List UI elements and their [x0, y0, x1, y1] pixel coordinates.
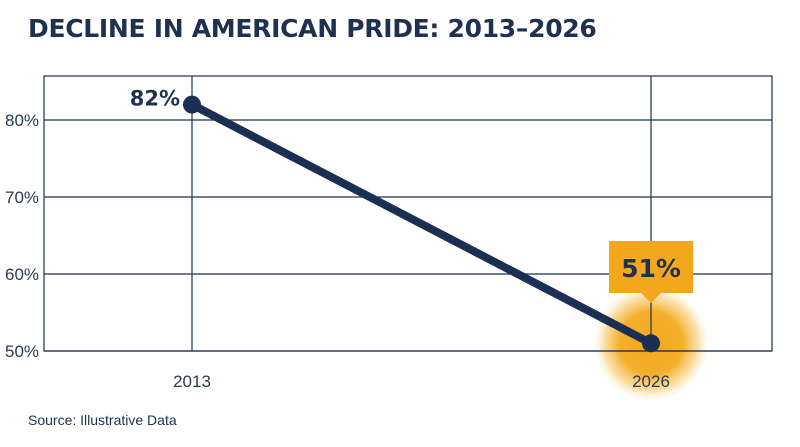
source-note: Source: Illustrative Data: [28, 412, 177, 428]
data-label: 82%: [130, 87, 180, 111]
series-line: [188, 100, 655, 348]
callout-label: 51%: [621, 254, 681, 283]
y-tick-label: 80%: [5, 111, 39, 130]
callout-box: [609, 241, 693, 303]
data-point: [642, 334, 660, 353]
y-tick-label: 70%: [5, 188, 39, 207]
chart-title: DECLINE IN AMERICAN PRIDE: 2013–2026: [28, 14, 597, 43]
y-tick-label: 60%: [5, 265, 39, 284]
y-tick-label: 50%: [5, 342, 39, 361]
x-tick-label: 2026: [632, 372, 670, 391]
data-point: [183, 95, 201, 114]
x-tick-label: 2013: [173, 372, 211, 391]
